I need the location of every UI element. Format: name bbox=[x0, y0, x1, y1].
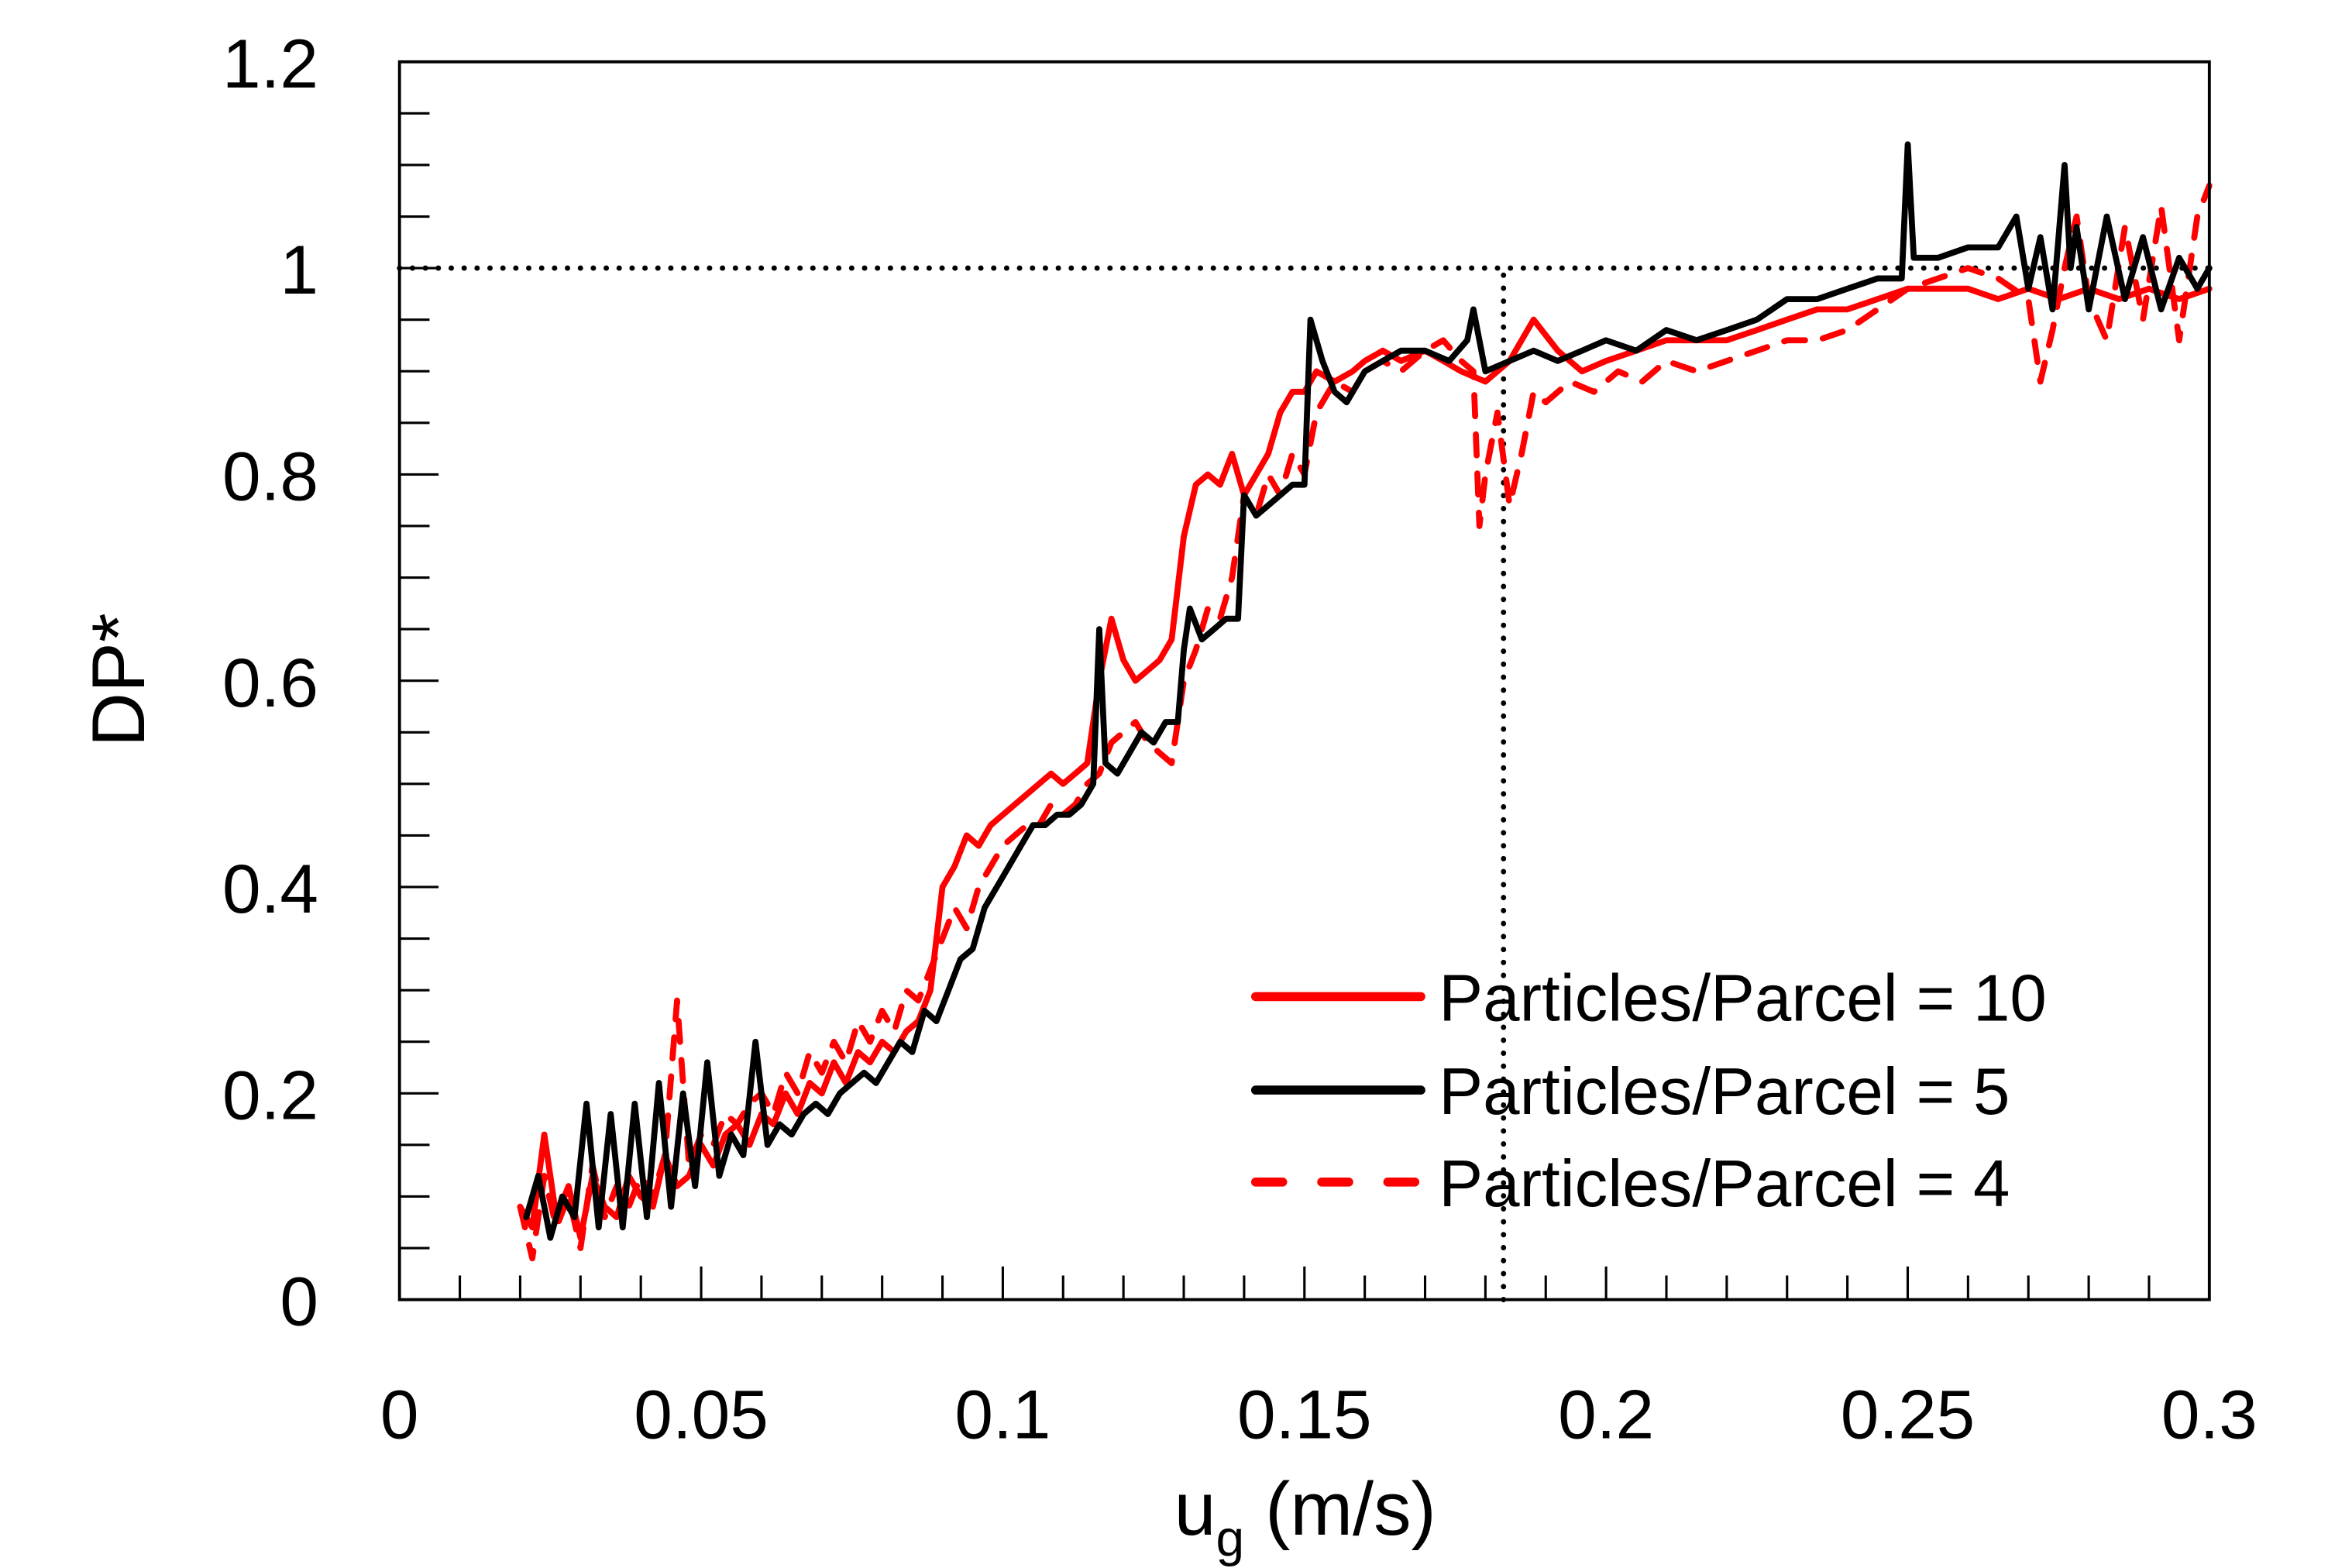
legend-label-ppp-10: Particles/Parcel = 10 bbox=[1439, 961, 2047, 1035]
x-axis-title-main: u bbox=[1174, 1467, 1216, 1551]
x-axis-title: ug (m/s) bbox=[1174, 1467, 1436, 1566]
y-tick-label: 0 bbox=[280, 1263, 318, 1340]
legend-label-ppp-5: Particles/Parcel = 5 bbox=[1439, 1055, 2010, 1129]
series-layer bbox=[517, 141, 2213, 1262]
series-line-10-ppp bbox=[517, 285, 2213, 1241]
x-axis-title-subscript: g bbox=[1216, 1509, 1245, 1566]
y-tick-label: 1.2 bbox=[222, 25, 318, 102]
reference-lines bbox=[397, 265, 2213, 1302]
legend-entry-ppp-4: Particles/Parcel = 4 bbox=[1250, 1147, 2010, 1221]
axis-ticks bbox=[399, 112, 2151, 1300]
x-tick-label: 0.3 bbox=[2161, 1375, 2258, 1453]
y-axis-title: DP* bbox=[76, 613, 160, 747]
y-tick-label: 0.8 bbox=[222, 437, 318, 514]
legend: Particles/Parcel = 10 Particles/Parcel =… bbox=[1250, 961, 2047, 1221]
legend-entry-ppp-10: Particles/Parcel = 10 bbox=[1250, 961, 2047, 1036]
x-tick-label: 0.2 bbox=[1558, 1375, 1654, 1453]
series-line-5-ppp bbox=[523, 141, 2213, 1241]
y-tick-label: 0.2 bbox=[222, 1056, 318, 1133]
x-tick-label: 0.15 bbox=[1237, 1375, 1372, 1453]
y-tick-label: 0.6 bbox=[222, 644, 318, 721]
legend-label-ppp-4: Particles/Parcel = 4 bbox=[1439, 1147, 2010, 1221]
legend-entry-ppp-5: Particles/Parcel = 5 bbox=[1250, 1055, 2010, 1129]
y-tick-label: 0.4 bbox=[222, 850, 318, 927]
y-tick-label: 1 bbox=[280, 231, 318, 308]
x-tick-label: 0.25 bbox=[1841, 1375, 1976, 1453]
x-tick-label: 0.1 bbox=[954, 1375, 1051, 1453]
x-tick-label: 0.05 bbox=[634, 1375, 769, 1453]
series-line-4-ppp bbox=[517, 182, 2213, 1262]
tick-labels: 0 0.05 0.1 0.15 0.2 0.25 0.3 0 0.2 0.4 0.6 0.8 1 1.2 bbox=[222, 25, 2258, 1453]
x-axis-title-unit: (m/s) bbox=[1244, 1467, 1436, 1551]
x-tick-label: 0 bbox=[380, 1375, 419, 1453]
